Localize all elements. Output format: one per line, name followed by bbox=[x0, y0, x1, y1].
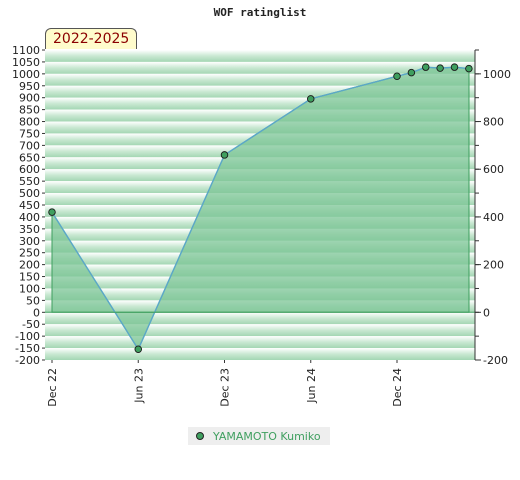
y-left-tick-label: 350 bbox=[19, 223, 40, 236]
x-tick-label: Dec 22 bbox=[46, 368, 59, 407]
y-left-tick-label: 300 bbox=[19, 235, 40, 248]
background-band bbox=[45, 97, 475, 110]
data-point bbox=[422, 63, 430, 71]
y-left-tick-label: -150 bbox=[15, 342, 40, 355]
y-right-tick-label: 200 bbox=[483, 259, 504, 272]
y-left-tick-label: 50 bbox=[26, 294, 40, 307]
data-point bbox=[407, 68, 416, 77]
chart-title: WOF ratinglist bbox=[213, 6, 307, 19]
y-left-tick-label: 550 bbox=[19, 175, 40, 188]
y-left-tick-label: 400 bbox=[19, 211, 40, 224]
y-left-tick-label: 800 bbox=[19, 116, 40, 129]
period-badge: 2022-2025 bbox=[45, 28, 138, 49]
data-point bbox=[450, 63, 459, 71]
legend-label: YAMAMOTO Kumiko bbox=[213, 429, 321, 443]
y-left-tick-label: 950 bbox=[19, 80, 40, 93]
data-point bbox=[465, 64, 473, 73]
y-right-tick-label: 0 bbox=[483, 306, 490, 319]
y-left-tick-label: 250 bbox=[19, 247, 40, 260]
y-left-tick-label: 750 bbox=[19, 127, 40, 140]
y-left-tick-label: 1000 bbox=[12, 68, 40, 81]
x-tick-label: Dec 23 bbox=[219, 368, 232, 407]
y-left-tick-label: 1100 bbox=[12, 44, 40, 57]
y-right-tick-label: 1000 bbox=[483, 68, 511, 81]
legend-marker-icon bbox=[196, 432, 204, 440]
background-band bbox=[45, 324, 475, 337]
y-right-tick-label: -200 bbox=[483, 354, 508, 367]
y-left-tick-label: 600 bbox=[19, 163, 40, 176]
data-point bbox=[436, 64, 444, 72]
y-left-tick-label: 900 bbox=[19, 92, 40, 105]
background-band bbox=[45, 121, 475, 134]
background-band bbox=[45, 73, 475, 86]
y-left-tick-label: 450 bbox=[19, 199, 40, 212]
background-band bbox=[45, 50, 475, 62]
background-band bbox=[45, 85, 475, 98]
y-right-tick-label: 600 bbox=[483, 163, 504, 176]
background-band bbox=[45, 109, 475, 122]
x-tick-label: Dec 24 bbox=[391, 368, 404, 407]
data-point bbox=[134, 345, 142, 354]
background-band bbox=[45, 348, 475, 360]
y-left-tick-label: -100 bbox=[15, 330, 40, 343]
data-point bbox=[307, 95, 315, 103]
y-left-tick-label: 100 bbox=[19, 282, 40, 295]
data-point bbox=[220, 151, 229, 159]
y-left-tick-label: 150 bbox=[19, 271, 40, 284]
x-tick-label: Jun 23 bbox=[132, 368, 145, 404]
data-point bbox=[393, 72, 401, 80]
y-left-tick-label: 850 bbox=[19, 104, 40, 117]
y-left-tick-label: 700 bbox=[19, 139, 40, 152]
background-band bbox=[45, 336, 475, 349]
y-left-tick-label: 1050 bbox=[12, 56, 40, 69]
x-tick-label: Jun 24 bbox=[305, 368, 318, 404]
y-left-tick-label: -200 bbox=[15, 354, 40, 367]
series-line bbox=[51, 66, 469, 351]
y-left-tick-label: 650 bbox=[19, 151, 40, 164]
y-left-tick-label: 500 bbox=[19, 187, 40, 200]
y-left-tick-label: 200 bbox=[19, 259, 40, 272]
y-left-tick-label: 0 bbox=[33, 306, 40, 319]
background-band bbox=[45, 312, 475, 325]
y-left-tick-label: -50 bbox=[22, 318, 40, 331]
data-point bbox=[48, 208, 56, 216]
background-band bbox=[45, 61, 475, 74]
y-right-tick-label: 800 bbox=[483, 116, 504, 129]
legend[interactable]: YAMAMOTO Kumiko bbox=[188, 427, 330, 445]
y-right-tick-label: 400 bbox=[483, 211, 504, 224]
